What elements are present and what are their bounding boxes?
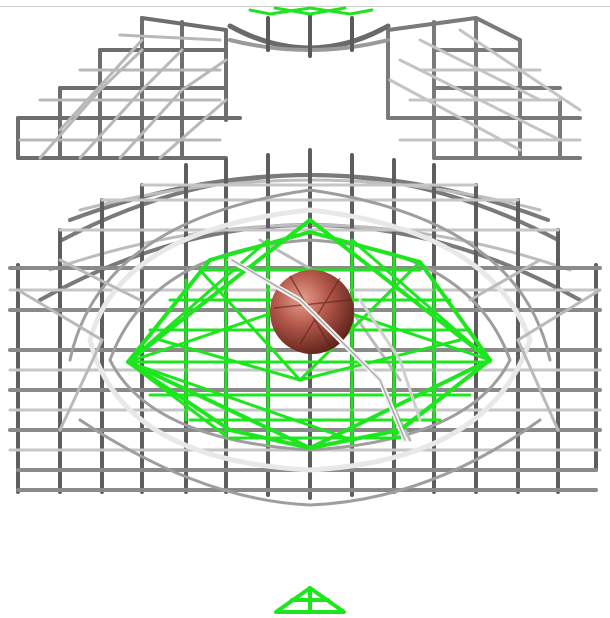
viewport-top-border: [0, 6, 610, 7]
green-wireframe-cone: [126, 218, 492, 450]
green-triangle-marker-icon: [274, 586, 346, 614]
foreground-struts: [227, 257, 422, 443]
upper-right-wire-block: [386, 15, 582, 160]
top-bridge: [227, 6, 391, 58]
upper-left-wire-block: [16, 16, 242, 160]
